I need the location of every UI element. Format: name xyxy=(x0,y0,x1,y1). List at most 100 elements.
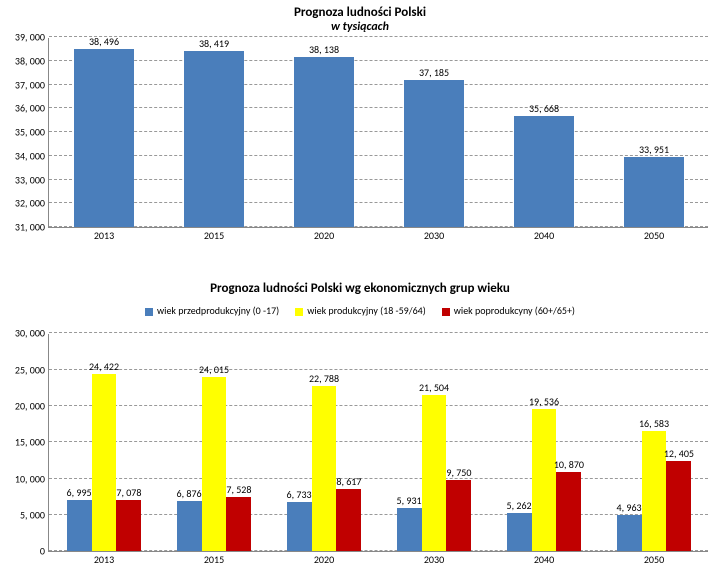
chart2-datalabel: 8, 617 xyxy=(336,475,361,488)
chart2-ylabel: 20, 000 xyxy=(15,399,49,412)
chart1-ylabel: 34, 000 xyxy=(15,149,49,162)
chart1-gridline xyxy=(49,202,708,203)
chart1-gridline xyxy=(49,107,708,108)
chart2-bar xyxy=(287,502,312,551)
chart1-ylabel: 38, 000 xyxy=(15,54,49,67)
chart2-bar xyxy=(446,480,471,551)
chart2-bar xyxy=(397,508,422,551)
population-forecast-chart: Prognoza ludności Polski w tysiącach 31,… xyxy=(0,0,720,34)
chart2-datalabel: 12, 405 xyxy=(664,447,694,460)
chart1-gridline xyxy=(49,60,708,61)
chart2-xlabel: 2030 xyxy=(424,551,444,566)
chart2-ylabel: 15, 000 xyxy=(15,436,49,449)
chart2-legend-item: wiek przedprodukcyjny (0 -17) xyxy=(145,304,279,317)
chart2-gridline xyxy=(49,441,708,442)
chart2-plot: 05, 00010, 00015, 00020, 00025, 00030, 0… xyxy=(48,334,708,552)
chart1-datalabel: 33, 951 xyxy=(639,143,669,156)
legend-label: wiek produkcyjny (18 -59/64) xyxy=(307,304,426,317)
chart1-datalabel: 38, 496 xyxy=(89,35,119,48)
chart2-legend-item: wiek produkcyjny (18 -59/64) xyxy=(295,304,426,317)
chart1-ylabel: 39, 000 xyxy=(15,31,49,44)
chart2-bar xyxy=(116,500,141,551)
chart2-ylabel: 10, 000 xyxy=(15,472,49,485)
chart2-bar xyxy=(336,489,361,552)
chart1-ylabel: 31, 000 xyxy=(15,221,49,234)
chart1-gridline xyxy=(49,131,708,132)
chart1-xlabel: 2013 xyxy=(94,227,114,242)
chart1-xlabel: 2015 xyxy=(204,227,224,242)
chart2-bar xyxy=(666,461,691,551)
chart2-datalabel: 10, 870 xyxy=(554,458,584,471)
chart2-datalabel: 9, 750 xyxy=(446,466,471,479)
chart1-subtitle: w tysiącach xyxy=(0,20,720,34)
chart2-datalabel: 5, 931 xyxy=(397,494,422,507)
chart2-datalabel: 4, 963 xyxy=(617,501,642,514)
chart2-bar xyxy=(642,431,667,552)
chart1-bar xyxy=(294,57,355,227)
chart1-gridline xyxy=(49,36,708,37)
chart1-gridline xyxy=(49,155,708,156)
chart2-bar xyxy=(617,515,642,551)
chart2-xlabel: 2015 xyxy=(204,551,224,566)
chart2-ylabel: 30, 000 xyxy=(15,327,49,340)
chart1-ylabel: 35, 000 xyxy=(15,126,49,139)
chart1-xlabel: 2030 xyxy=(424,227,444,242)
chart1-datalabel: 38, 138 xyxy=(309,43,339,56)
chart2-gridline xyxy=(49,369,708,370)
legend-swatch xyxy=(442,308,450,316)
chart2-ylabel: 25, 000 xyxy=(15,363,49,376)
chart2-datalabel: 6, 995 xyxy=(67,486,92,499)
chart1-datalabel: 35, 668 xyxy=(529,102,559,115)
chart2-datalabel: 19, 536 xyxy=(529,395,559,408)
chart2-gridline xyxy=(49,332,708,333)
chart2-datalabel: 16, 583 xyxy=(639,417,669,430)
chart2-datalabel: 6, 733 xyxy=(287,488,312,501)
chart2-bar xyxy=(226,497,251,552)
chart2-datalabel: 7, 078 xyxy=(116,486,141,499)
chart2-legend-item: wiek poprodukcyny (60+/65+) xyxy=(442,304,575,317)
chart2-bar xyxy=(177,501,202,551)
chart1-xlabel: 2040 xyxy=(534,227,554,242)
chart1-ylabel: 32, 000 xyxy=(15,197,49,210)
chart2-xlabel: 2040 xyxy=(534,551,554,566)
chart2-bar xyxy=(532,409,557,551)
chart1-ylabel: 33, 000 xyxy=(15,173,49,186)
legend-swatch xyxy=(295,308,303,316)
chart1-title: Prognoza ludności Polski xyxy=(0,0,720,20)
chart2-ylabel: 0 xyxy=(40,545,49,558)
chart2-gridline xyxy=(49,478,708,479)
chart2-bar xyxy=(202,377,227,552)
chart1-bar xyxy=(184,51,245,227)
chart2-gridline xyxy=(49,405,708,406)
chart1-xlabel: 2020 xyxy=(314,227,334,242)
chart2-bar xyxy=(67,500,92,551)
chart2-gridline xyxy=(49,514,708,515)
legend-label: wiek poprodukcyny (60+/65+) xyxy=(454,304,575,317)
chart1-bar xyxy=(74,49,135,227)
legend-label: wiek przedprodukcyjny (0 -17) xyxy=(157,304,279,317)
chart2-xlabel: 2050 xyxy=(644,551,664,566)
chart1-plot: 31, 00032, 00033, 00034, 00035, 00036, 0… xyxy=(48,38,708,228)
chart2-bar xyxy=(507,513,532,551)
chart2-bar xyxy=(556,472,581,551)
chart2-datalabel: 24, 015 xyxy=(199,363,229,376)
chart2-gridline xyxy=(49,550,708,551)
chart2-datalabel: 21, 504 xyxy=(419,381,449,394)
chart2-datalabel: 7, 528 xyxy=(226,483,251,496)
chart1-bar xyxy=(514,116,575,227)
chart2-datalabel: 22, 788 xyxy=(309,372,339,385)
chart1-xlabel: 2050 xyxy=(644,227,664,242)
chart2-datalabel: 6, 876 xyxy=(177,487,202,500)
chart2-bar xyxy=(312,386,337,552)
chart2-ylabel: 5, 000 xyxy=(20,508,49,521)
chart1-datalabel: 37, 185 xyxy=(419,66,449,79)
chart2-datalabel: 5, 262 xyxy=(507,499,532,512)
chart2-xlabel: 2013 xyxy=(94,551,114,566)
chart1-bar xyxy=(624,157,685,227)
chart2-xlabel: 2020 xyxy=(314,551,334,566)
chart1-ylabel: 36, 000 xyxy=(15,102,49,115)
chart2-legend: wiek przedprodukcyjny (0 -17) wiek produk… xyxy=(0,300,720,321)
chart2-title: Prognoza ludności Polski wg ekonomicznyc… xyxy=(0,282,720,296)
legend-swatch xyxy=(145,308,153,316)
chart2-bar xyxy=(92,374,117,551)
